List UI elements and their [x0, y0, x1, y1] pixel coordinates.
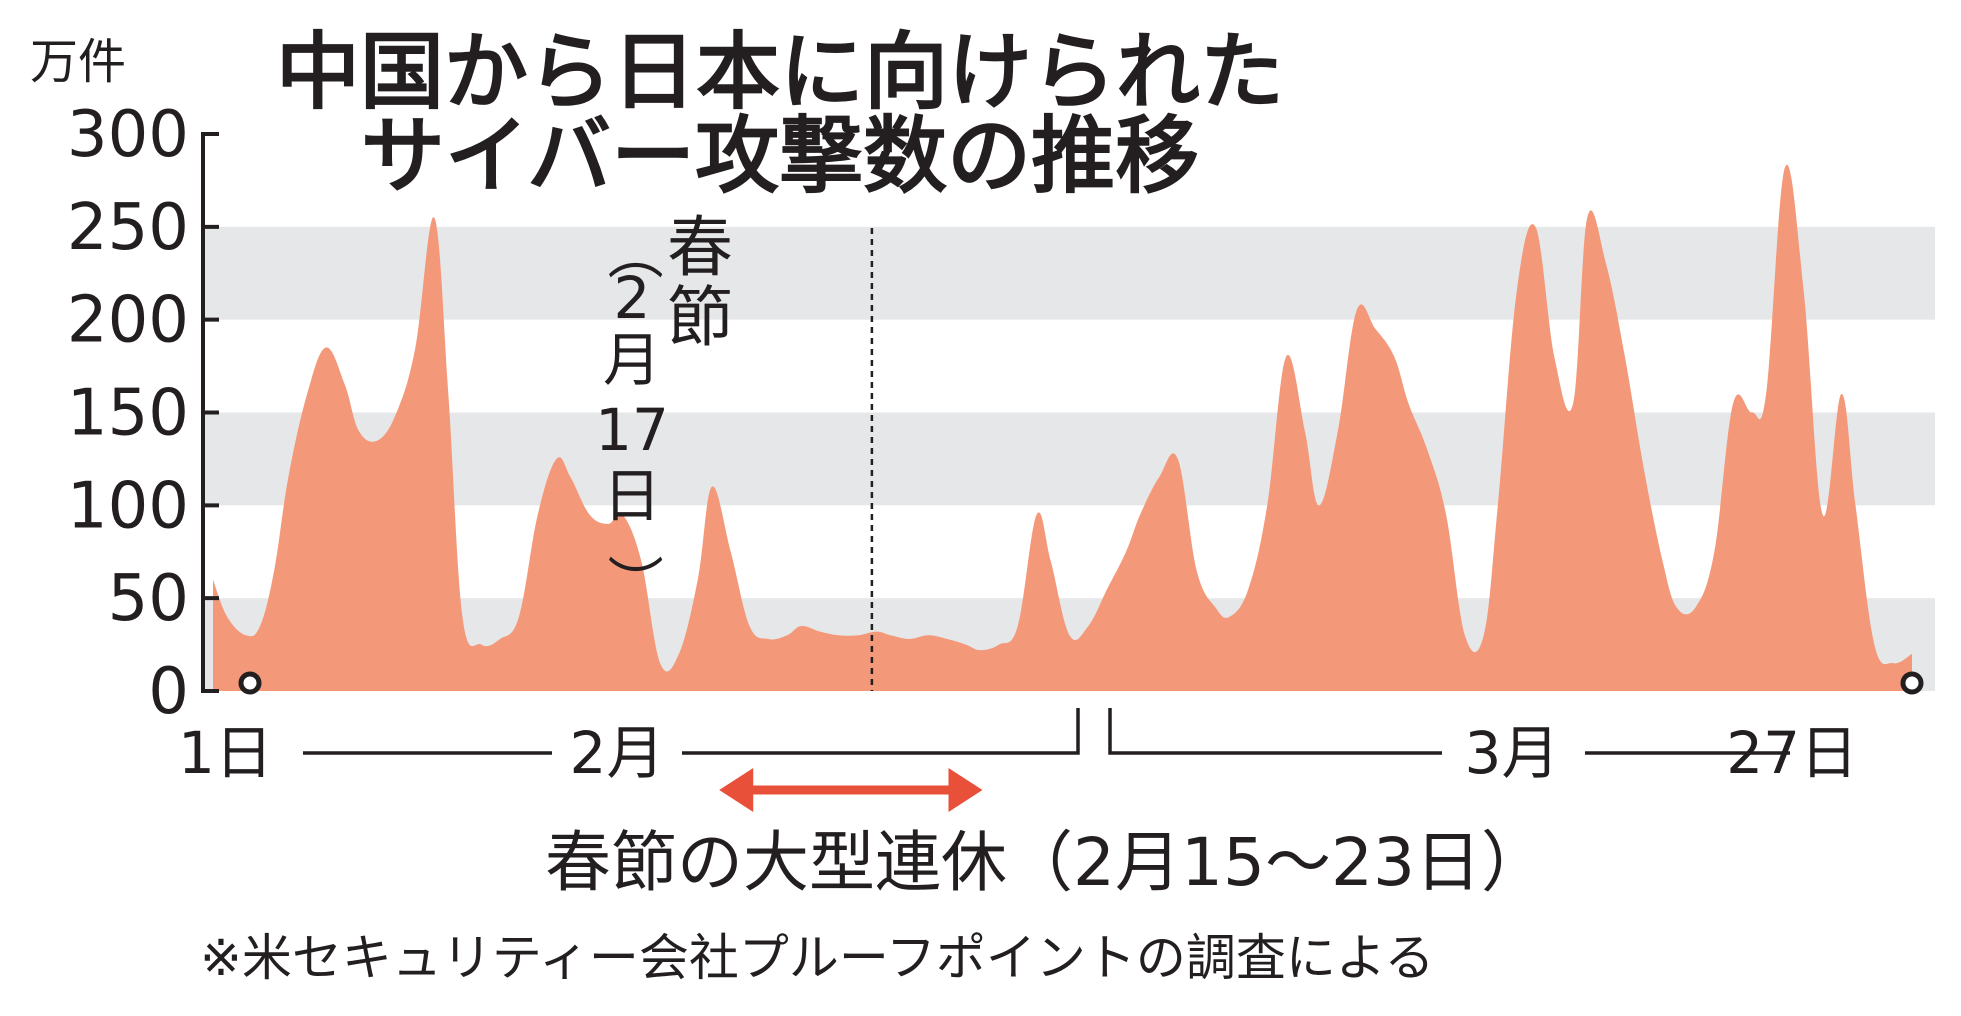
holiday-range-arrow	[719, 768, 983, 812]
month-brackets	[303, 708, 1790, 755]
y-tick-label: 150	[67, 377, 189, 451]
source-note: ※米セキュリティー会社プルーフポイントの調査による	[200, 929, 1434, 987]
y-tick-label: 50	[108, 562, 189, 636]
chart-title-line1: 中国から日本に向けられた	[276, 23, 1284, 121]
y-tick-label: 300	[67, 98, 189, 172]
grid-band	[203, 226, 1935, 320]
y-unit-label: 万件	[30, 34, 126, 90]
annotation-date-char-4: 日	[603, 462, 661, 530]
chart-title-line2: サイバー攻撃数の推移	[361, 107, 1199, 205]
y-tick-label: 250	[67, 191, 189, 265]
y-tick-label: 0	[148, 655, 189, 729]
holiday-label: 春節の大型連休（2月15～23日）	[545, 824, 1547, 901]
end-marker	[1900, 671, 1924, 695]
x-start-label: 1日	[178, 719, 273, 787]
holiday-arrow-head-right	[948, 768, 983, 812]
grid-band	[203, 412, 1935, 506]
y-tick-label: 200	[67, 284, 189, 358]
month-label-feb: 2月	[570, 719, 665, 787]
annotation-char-2: 節	[667, 279, 733, 356]
data-area	[213, 164, 1912, 691]
y-tick-label: 100	[67, 469, 189, 543]
annotation-date-char-1: 2	[614, 264, 651, 332]
annotation-date-char-2: 月	[603, 326, 661, 394]
annotation-char-1: 春	[667, 209, 733, 286]
spring-festival-annotation: 春 節 （ 2 月 17 日 ）	[595, 209, 733, 610]
y-ticks: 0 50 100 150 200 250 300	[67, 98, 219, 729]
month-label-mar: 3月	[1465, 719, 1560, 787]
start-marker	[238, 671, 262, 695]
holiday-arrow-head-left	[719, 768, 754, 812]
annotation-paren-close: ）	[600, 554, 665, 610]
annotation-date-char-3: 17	[595, 396, 669, 464]
annotation-paren-open: （	[600, 224, 665, 280]
